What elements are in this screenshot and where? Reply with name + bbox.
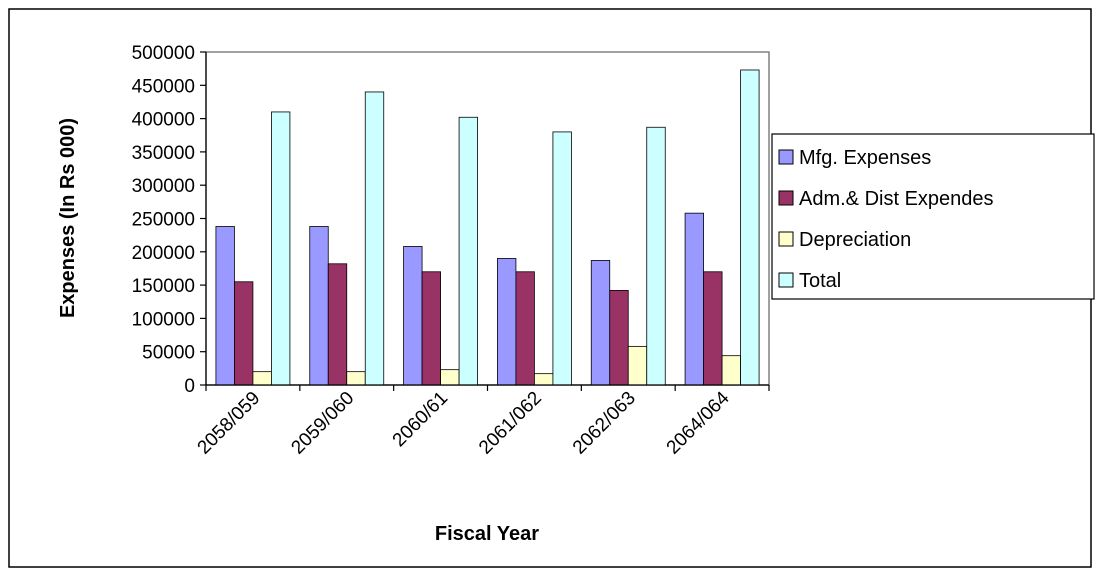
legend-label: Adm.& Dist Expendes [799, 188, 994, 210]
bar-4-5 [646, 126, 666, 386]
bar-1-6 [684, 212, 704, 386]
legend-label: Total [799, 270, 841, 292]
bar-3-5 [627, 345, 648, 386]
y-tick-label: 300000 [132, 176, 195, 197]
y-tick-label: 150000 [132, 276, 195, 297]
y-tick-label: 450000 [132, 76, 195, 97]
y-tick-label: 400000 [132, 110, 195, 131]
bar-1-4 [497, 258, 517, 386]
x-axis-title: Fiscal Year [435, 523, 539, 545]
bar-2-6 [703, 271, 723, 386]
bar-4-3 [458, 116, 478, 386]
y-tick-label: 250000 [132, 210, 195, 231]
legend-swatch [778, 272, 794, 288]
y-tick-label: 350000 [132, 143, 195, 164]
y-tick-label: 100000 [132, 309, 195, 330]
legend-swatch [778, 149, 794, 165]
bar-3-2 [346, 371, 366, 386]
bar-1-1 [215, 226, 235, 386]
bar-3-6 [721, 355, 741, 386]
bar-2-3 [421, 271, 441, 386]
bar-1-3 [403, 246, 423, 386]
y-tick-label: 50000 [142, 343, 195, 364]
bar-3-1 [252, 371, 272, 386]
legend-swatch [778, 190, 794, 206]
bar-1-2 [309, 226, 329, 386]
bar-1-5 [590, 260, 611, 386]
legend-label: Depreciation [799, 229, 911, 251]
plot-area [215, 69, 760, 386]
plot-area-border [205, 51, 770, 386]
bar-4-1 [271, 111, 291, 386]
bar-4-6 [740, 69, 760, 386]
legend-swatch [778, 231, 794, 247]
bar-4-4 [552, 131, 572, 386]
y-tick-label: 200000 [132, 243, 195, 264]
bar-2-4 [515, 271, 535, 386]
y-tick-label: 500000 [132, 43, 195, 64]
bar-2-1 [234, 281, 254, 386]
y-axis-title: Expenses (In Rs 000) [57, 118, 79, 318]
bar-3-3 [440, 369, 460, 386]
bar-2-5 [609, 290, 629, 386]
y-tick-label: 0 [184, 376, 195, 397]
legend: Mfg. Expenses Adm.& Dist Expendes Deprecia… [771, 133, 1095, 300]
bar-2-2 [327, 263, 348, 386]
bar-4-2 [364, 91, 385, 386]
legend-label: Mfg. Expenses [799, 147, 931, 169]
legend-box [771, 133, 1095, 300]
bar-3-4 [534, 373, 554, 386]
